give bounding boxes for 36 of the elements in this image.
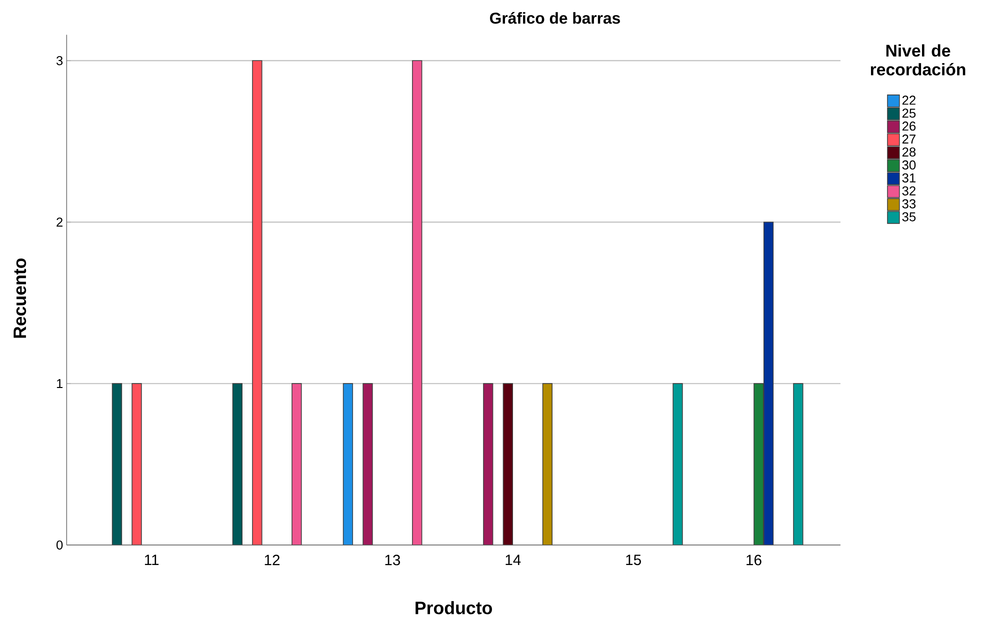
- bar: [672, 383, 683, 546]
- legend-label: 30: [902, 160, 916, 170]
- x-tick-label: 14: [506, 554, 521, 566]
- x-tick-label: 15: [626, 554, 641, 566]
- bar: [112, 383, 122, 546]
- chart-title: Gráfico de barras: [490, 12, 620, 24]
- legend-label: 25: [902, 108, 916, 118]
- y-tick-label: 1: [56, 379, 63, 388]
- x-tick-label: 13: [385, 554, 400, 566]
- x-axis-title: Producto: [416, 601, 492, 614]
- bar: [362, 383, 373, 546]
- legend-label: 33: [902, 199, 916, 209]
- bar: [502, 383, 514, 546]
- bar: [252, 60, 262, 546]
- y-tick-label: 0: [56, 540, 63, 550]
- legend-title: Nivel de recordación: [870, 44, 966, 76]
- x-tick-label: 12: [264, 554, 280, 566]
- legend-label: 22: [902, 96, 916, 105]
- legend-label: 27: [902, 134, 916, 144]
- legend-label: 32: [902, 186, 916, 196]
- y-tick-label: 3: [56, 56, 63, 66]
- bar: [793, 383, 804, 546]
- y-tick-label: 2: [56, 218, 62, 227]
- bar: [292, 383, 302, 546]
- bar: [132, 383, 142, 546]
- y-axis-title: Recuento: [14, 258, 26, 338]
- x-tick-label: 16: [746, 554, 762, 566]
- legend-label: 26: [902, 122, 916, 131]
- legend-label: 28: [902, 148, 916, 157]
- bar: [483, 383, 494, 546]
- bar: [542, 383, 553, 546]
- legend-label: 35: [902, 212, 916, 222]
- bar: [412, 60, 422, 546]
- bar: [232, 383, 243, 546]
- x-tick-label: 11: [144, 554, 159, 566]
- legend-label: 31: [902, 174, 916, 183]
